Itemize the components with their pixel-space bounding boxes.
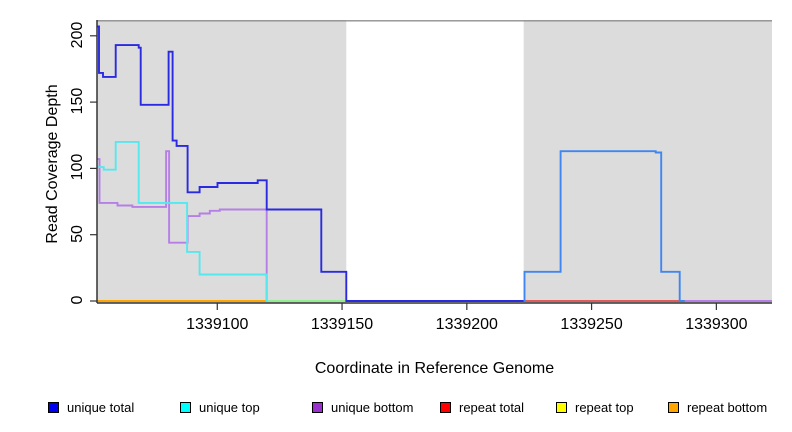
plot-area xyxy=(97,20,772,303)
legend-swatch-icon xyxy=(48,401,59,413)
legend-item-repeat-total: repeat total xyxy=(440,398,524,416)
legend-label: repeat top xyxy=(575,399,634,415)
legend-label: repeat bottom xyxy=(687,399,768,415)
series-unique-bottom xyxy=(97,150,772,302)
legend-item-unique-total: unique total xyxy=(48,398,134,416)
y-tick-label: 200 xyxy=(69,21,86,49)
x-tick-label: 1339250 xyxy=(560,316,623,333)
legend-item-repeat-top: repeat top xyxy=(556,398,634,416)
y-tick-label: 0 xyxy=(69,295,86,305)
legend-item-unique-bottom: unique bottom xyxy=(312,398,413,416)
legend-item-unique-top: unique top xyxy=(180,398,260,416)
legend-swatch-icon xyxy=(312,401,323,413)
x-tick-label: 1339300 xyxy=(685,316,748,333)
legend-swatch-icon xyxy=(180,401,191,413)
series-unique-top xyxy=(97,140,269,302)
shaded-region xyxy=(523,20,772,303)
legend-swatch-icon xyxy=(440,401,451,413)
y-tick-label: 100 xyxy=(69,154,86,181)
series-unique-total xyxy=(97,25,524,302)
legend-label: unique total xyxy=(67,399,135,415)
x-tick-label: 1339150 xyxy=(310,316,374,333)
x-tick-label: 1339200 xyxy=(435,316,498,333)
y-axis-title: Read Coverage Depth xyxy=(44,84,61,244)
legend-swatch-icon xyxy=(668,401,679,413)
legend-label: unique top xyxy=(199,399,260,415)
x-tick-label: 1339100 xyxy=(186,316,249,333)
legend-swatch-icon xyxy=(556,401,567,413)
legend-label: repeat total xyxy=(459,399,525,415)
y-tick-label: 50 xyxy=(69,224,86,243)
y-tick-label: 150 xyxy=(69,87,86,115)
legend-item-repeat-bottom: repeat bottom xyxy=(668,398,767,416)
legend-label: unique bottom xyxy=(331,399,414,415)
x-axis-title: Coordinate in Reference Genome xyxy=(314,360,555,377)
legend: unique total unique top unique bottom repea… xyxy=(0,398,792,420)
series-unique-total-right-block xyxy=(523,150,685,302)
